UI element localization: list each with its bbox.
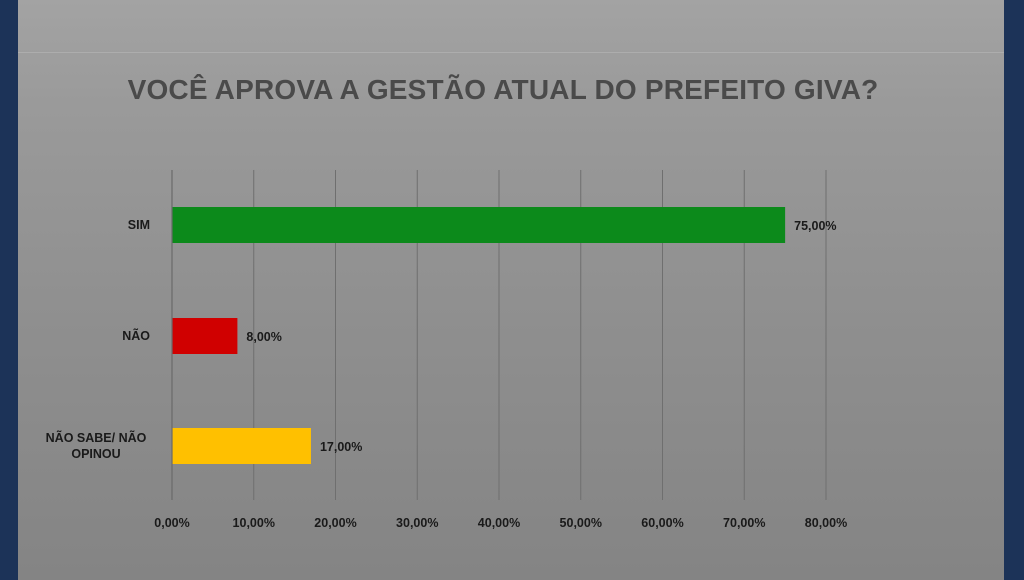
data-label: 8,00%: [246, 330, 281, 344]
x-tick-label: 20,00%: [314, 516, 356, 530]
labels: 0,00% 10,00% 20,00% 30,00% 40,00% 50,00% 60,00…: [46, 218, 848, 530]
x-tick-label: 0,00%: [154, 516, 189, 530]
bar: [172, 318, 238, 354]
category-label: NÃO SABE/ NÃO OPINOU: [46, 430, 147, 461]
category-label: SIM: [128, 218, 150, 232]
data-label: 17,00%: [320, 440, 362, 454]
bar: [172, 207, 786, 243]
bars: [172, 207, 786, 464]
slide-divider: [18, 52, 1004, 53]
data-label: 75,00%: [794, 219, 836, 233]
chart-title: VOCÊ APROVA A GESTÃO ATUAL DO PREFEITO G…: [127, 74, 879, 105]
bar: [172, 428, 311, 464]
x-tick-label: 10,00%: [233, 516, 275, 530]
x-tick-label: 50,00%: [560, 516, 602, 530]
x-tick-label: 70,00%: [723, 516, 765, 530]
category-label: NÃO: [122, 328, 150, 343]
x-tick-label: 30,00%: [396, 516, 438, 530]
x-tick-label: 40,00%: [478, 516, 520, 530]
x-tick-label: 80,00%: [805, 516, 847, 530]
slide-background: [18, 0, 1004, 580]
x-tick-label: 60,00%: [641, 516, 683, 530]
